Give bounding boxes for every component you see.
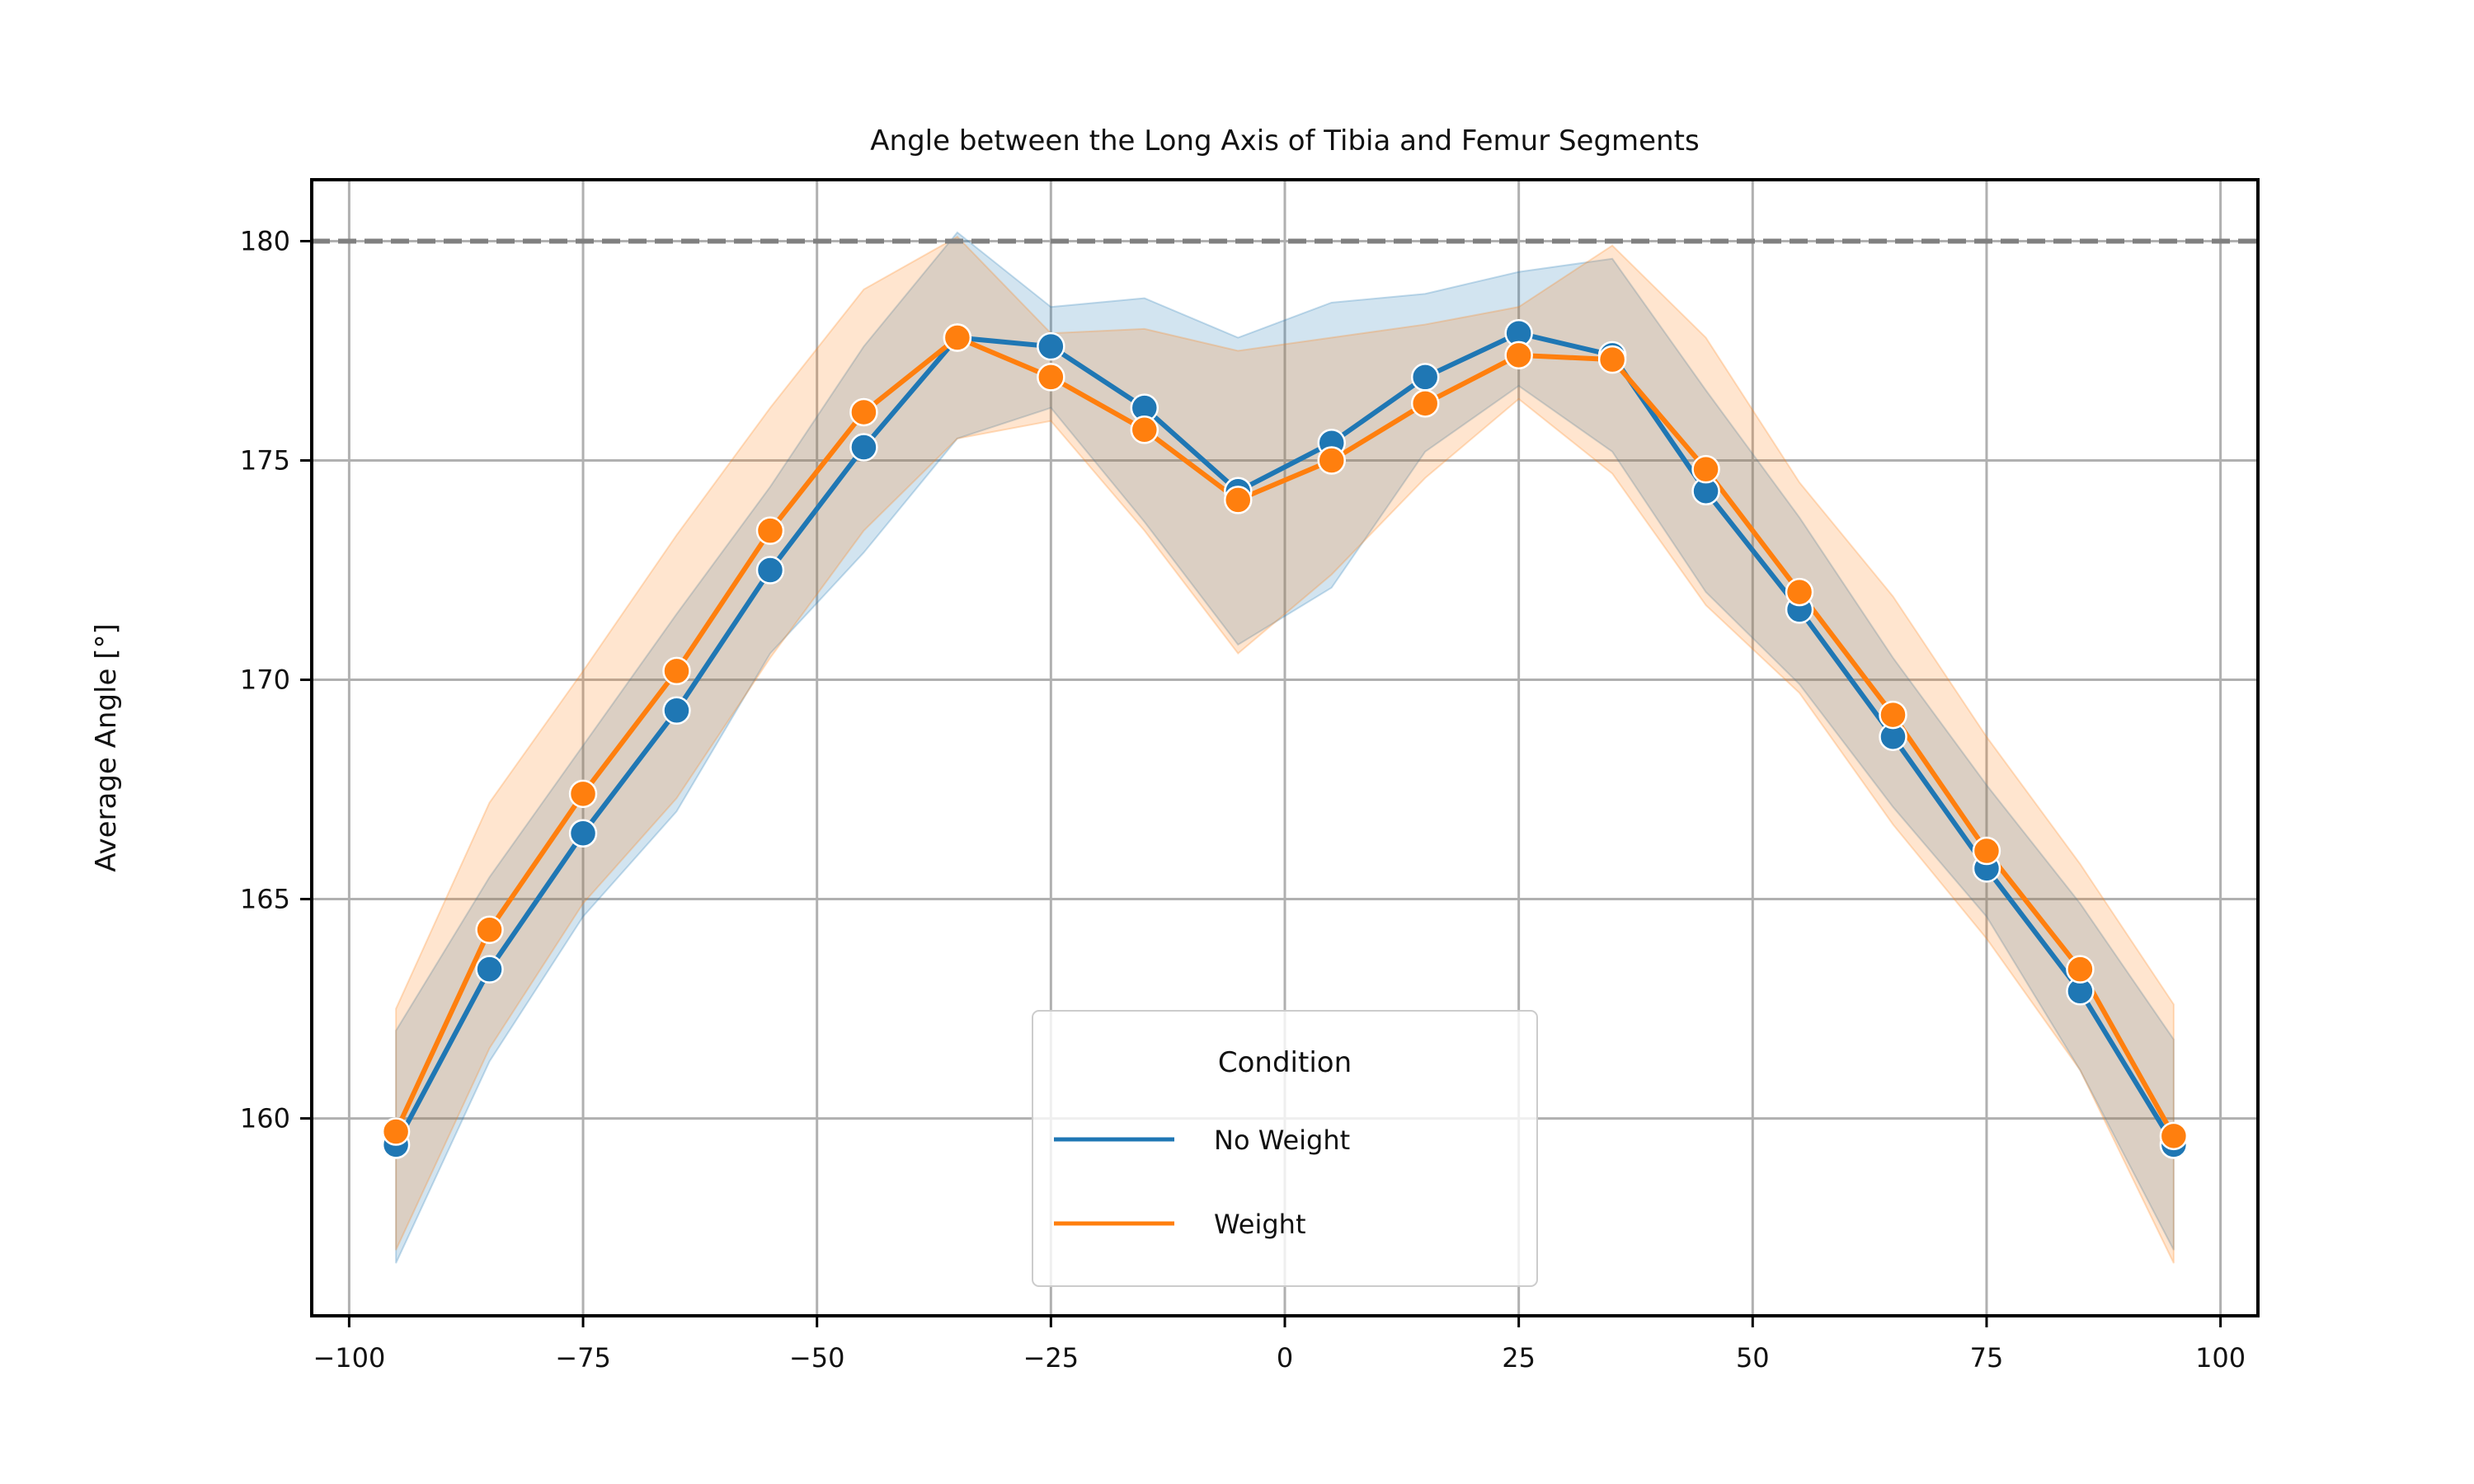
ci-band-no-weight [395,231,2175,1264]
y-tick-label: 160 [240,1103,290,1134]
data-point-weight [755,516,785,545]
data-point-weight [943,323,972,352]
data-point-weight [1504,340,1533,370]
legend-box [1032,1010,1538,1287]
legend-entry-weight: Weight [1214,1209,1305,1240]
data-point-weight [568,779,598,809]
data-point-weight [381,1117,411,1146]
x-tick-label: −25 [1023,1342,1079,1374]
x-tick-label: 75 [1970,1342,2004,1374]
legend: Condition No Weight Weight [1032,1010,1538,1287]
x-tick-label: −50 [789,1342,845,1374]
data-point-weight [1879,700,1907,730]
series-points [381,318,2189,1159]
data-point-weight [1037,363,1065,392]
x-tick-label: 25 [1502,1342,1536,1374]
series-line-weight [393,335,2176,1138]
data-point-weight [1130,416,1159,444]
y-tick-label: 165 [240,884,290,915]
series-line-no-weight [393,331,2176,1147]
data-point-no-weight [849,433,878,462]
y-tick-label: 175 [240,445,290,477]
data-point-weight [1972,836,2001,866]
axis-ticks: −100 −75 −50 −25 0 25 50 75 100 160 165 170 175 180 [240,225,2246,1374]
series-lines [393,331,2176,1147]
data-point-no-weight [755,556,785,585]
legend-title: Condition [1218,1046,1352,1079]
x-tick-label: 50 [1736,1342,1770,1374]
data-point-no-weight [662,696,691,726]
data-point-weight [2159,1121,2189,1151]
data-point-weight [849,397,878,427]
data-point-weight [1691,454,1720,484]
y-tick-label: 180 [240,225,290,256]
legend-entry-no-weight: No Weight [1214,1125,1350,1156]
data-point-weight [475,915,504,945]
data-point-no-weight [475,955,504,984]
data-point-no-weight [568,819,598,848]
data-point-weight [662,656,691,686]
data-point-weight [1224,486,1253,514]
data-point-weight [1410,389,1440,418]
chart-title: Angle between the Long Axis of Tibia and… [870,124,1699,157]
confidence-bands [395,231,2175,1264]
data-point-weight [1317,446,1346,475]
x-tick-label: −75 [555,1342,611,1374]
x-tick-label: −100 [313,1342,385,1374]
y-tick-label: 170 [240,665,290,696]
x-tick-label: 0 [1277,1342,1293,1374]
data-point-no-weight [1037,331,1065,361]
x-tick-label: 100 [2195,1342,2246,1374]
data-point-weight [2066,955,2095,984]
data-point-no-weight [1410,363,1440,392]
data-point-weight [1597,345,1627,374]
data-point-weight [1785,577,1814,607]
ci-band-weight [395,235,2175,1264]
y-axis-label: Average Angle [°] [90,623,123,872]
